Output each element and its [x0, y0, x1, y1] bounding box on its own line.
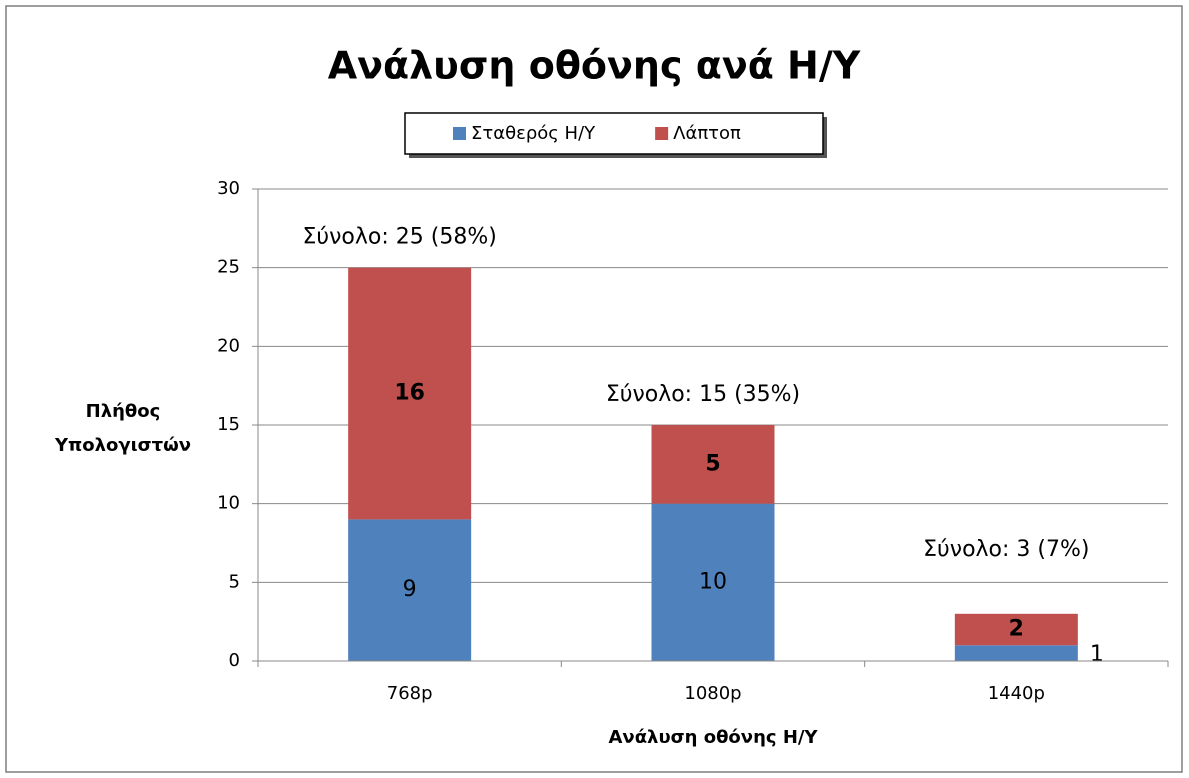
data-label: 5 — [705, 451, 720, 476]
y-tick-label: 20 — [217, 335, 240, 356]
bar-segment — [651, 503, 775, 661]
y-tick-label: 0 — [229, 650, 240, 671]
x-tick-label: 1440p — [988, 683, 1045, 704]
y-tick-label: 10 — [217, 493, 240, 514]
legend-swatch — [655, 127, 669, 140]
legend-label: Λάπτοπ — [673, 123, 741, 144]
bar-segment — [348, 519, 472, 661]
bar-segment — [954, 645, 1078, 661]
y-tick-label: 30 — [217, 178, 240, 199]
bar-segment — [348, 267, 472, 520]
data-label: 9 — [403, 577, 417, 602]
y-tick-label: 5 — [229, 571, 240, 592]
legend-box — [404, 112, 824, 155]
bar-segment — [651, 425, 775, 504]
y-axis-label: Πλήθος — [86, 401, 161, 422]
legend-swatch — [453, 127, 466, 140]
y-tick-label: 15 — [217, 414, 240, 435]
bar-segment — [954, 613, 1078, 646]
x-tick-label: 1080p — [684, 683, 741, 704]
annotation: Σύνολο: 15 (35%) — [606, 382, 800, 407]
chart-title: Ανάλυση οθόνης ανά Η/Υ — [328, 44, 861, 88]
y-axis-label: Υπολογιστών — [54, 435, 191, 456]
x-axis-label: Ανάλυση οθόνης Η/Υ — [609, 727, 819, 748]
annotation: Σύνολο: 3 (7%) — [923, 537, 1089, 562]
annotation: Σύνολο: 25 (58%) — [303, 225, 497, 250]
data-label: 1 — [1090, 642, 1104, 667]
data-label: 16 — [394, 381, 425, 406]
data-label: 2 — [1009, 617, 1024, 642]
y-tick-label: 25 — [217, 257, 240, 278]
data-label: 10 — [699, 569, 727, 594]
x-tick-label: 768p — [387, 683, 433, 704]
legend-label: Σταθερός Η/Υ — [471, 123, 596, 144]
